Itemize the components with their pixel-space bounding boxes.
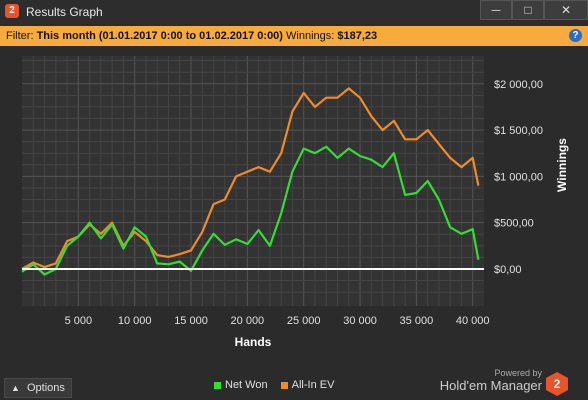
plot-area bbox=[22, 56, 484, 306]
brand-name: Hold'em Manager bbox=[439, 378, 542, 393]
x-tick-label: 40 000 bbox=[456, 315, 490, 327]
x-tick-label: 30 000 bbox=[343, 315, 377, 327]
close-button[interactable]: ✕ bbox=[544, 0, 588, 20]
title-bar: 2 Results Graph ─ □ ✕ bbox=[0, 0, 588, 24]
y-tick-label: $1 000,00 bbox=[494, 171, 543, 183]
legend-item-net-won[interactable]: Net Won bbox=[214, 379, 268, 391]
series-line-all-in-ev bbox=[21, 87, 480, 270]
maximize-button[interactable]: □ bbox=[512, 0, 544, 20]
y-tick-label: $500,00 bbox=[494, 218, 534, 230]
y-tick-label: $2 000,00 bbox=[494, 79, 543, 91]
holdem-manager-logo-icon: 2 bbox=[546, 372, 568, 396]
powered-by-text: Powered by bbox=[494, 368, 542, 378]
legend-swatch-all-in-ev bbox=[280, 381, 288, 389]
help-icon[interactable]: ? bbox=[569, 29, 582, 42]
x-axis-label: Hands bbox=[235, 335, 272, 349]
legend-label-all-in-ev: All-In EV bbox=[291, 379, 335, 391]
window-title: Results Graph bbox=[26, 5, 103, 19]
x-tick-label: 10 000 bbox=[118, 315, 152, 327]
filter-period: This month (01.01.2017 0:00 to 01.02.201… bbox=[36, 30, 283, 42]
legend-swatch-net-won bbox=[214, 381, 221, 389]
x-tick-label: 20 000 bbox=[231, 315, 265, 327]
options-button[interactable]: ▲ Options bbox=[4, 378, 72, 398]
app-logo-icon: 2 bbox=[5, 4, 19, 18]
filter-prefix: Filter: bbox=[6, 30, 34, 42]
filter-bar[interactable]: Filter: This month (01.01.2017 0:00 to 0… bbox=[0, 26, 588, 46]
chevron-up-icon: ▲ bbox=[11, 383, 20, 393]
minimize-button[interactable]: ─ bbox=[480, 0, 512, 20]
x-tick-label: 35 000 bbox=[400, 315, 434, 327]
chart-legend: Net Won All-In EV bbox=[214, 379, 344, 391]
legend-item-all-in-ev[interactable]: All-In EV bbox=[280, 379, 335, 391]
x-tick-label: 25 000 bbox=[287, 315, 321, 327]
winnings-value: $187,23 bbox=[337, 30, 378, 42]
x-tick-label: 5 000 bbox=[65, 315, 93, 327]
options-label: Options bbox=[27, 382, 65, 394]
y-tick-label: $0,00 bbox=[494, 264, 522, 276]
results-graph-svg: $0,00$500,00$1 000,00$1 500,00$2 000,00 … bbox=[21, 56, 569, 349]
results-chart: $0,00 $500,00 $1 000,00 $1 500,00 $2 000,00 … bbox=[0, 46, 588, 368]
y-tick-label: $1 500,00 bbox=[494, 125, 543, 137]
y-axis-label: Winnings bbox=[555, 138, 569, 192]
bottom-bar: ▲ Options Net Won All-In EV Powered by H… bbox=[0, 368, 588, 400]
series-line-net-won bbox=[21, 145, 480, 276]
legend-label-net-won: Net Won bbox=[225, 379, 268, 391]
x-tick-label: 15 000 bbox=[174, 315, 208, 327]
winnings-label: Winnings: bbox=[286, 30, 335, 42]
